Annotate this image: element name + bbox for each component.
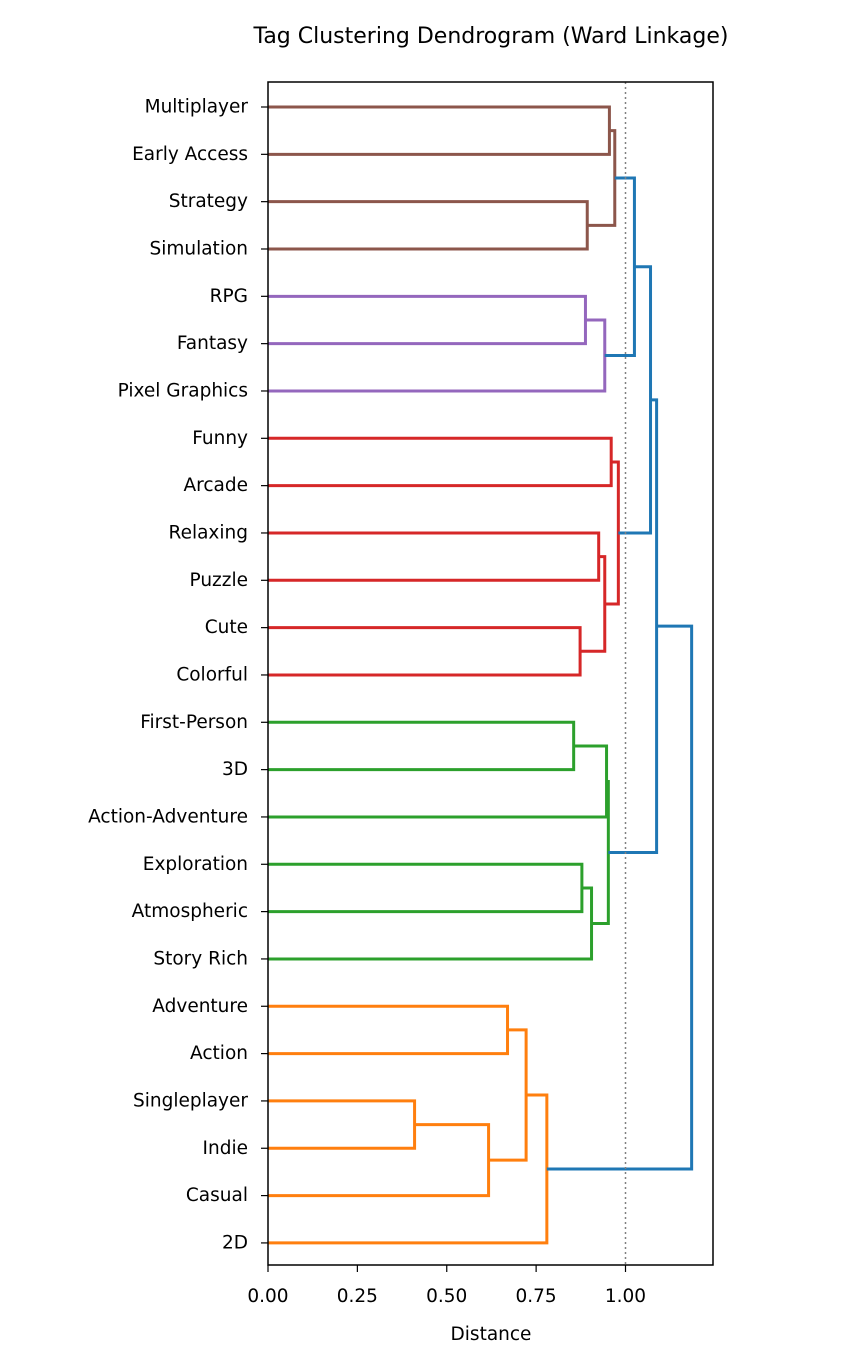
- dendrogram-link: [268, 318, 607, 393]
- dendrogram-link: [268, 1123, 491, 1198]
- leaf-label: Atmospheric: [132, 901, 248, 922]
- dendrogram-link: [268, 294, 587, 346]
- leaf-label: Early Access: [132, 144, 248, 165]
- dendrogram-link: [268, 531, 601, 582]
- dendrogram-link: [268, 1093, 549, 1245]
- x-tick-label: 0.00: [247, 1286, 288, 1307]
- dendrogram-link: [268, 200, 589, 251]
- leaf-labels: Multiplayer Early Access Strategy Simulatio…: [88, 97, 268, 1253]
- leaf-label: Adventure: [152, 996, 248, 1017]
- dendrogram-link: [546, 624, 694, 1171]
- leaf-label: Casual: [186, 1185, 248, 1206]
- plot-frame: [267, 81, 714, 1266]
- dendrogram-link: [580, 555, 607, 653]
- leaf-label: Relaxing: [169, 522, 248, 543]
- leaf-label: 2D: [222, 1232, 248, 1253]
- dendrogram-link: [604, 176, 636, 357]
- dendrogram-link: [268, 886, 594, 961]
- x-tick-label: 0.50: [426, 1286, 467, 1307]
- leaf-label: Action: [190, 1043, 248, 1064]
- dendrogram-link: [608, 398, 659, 854]
- leaf-label: Pixel Graphics: [118, 380, 248, 401]
- x-tick-label: 0.25: [337, 1286, 378, 1307]
- leaf-label: Colorful: [176, 664, 248, 685]
- dendrogram-link: [268, 720, 576, 772]
- leaf-label: Multiplayer: [145, 97, 249, 118]
- leaf-label: Singleplayer: [133, 1090, 248, 1111]
- dendrogram-link: [268, 436, 613, 488]
- x-tick-label: 1.00: [605, 1286, 646, 1307]
- x-tick-label: 0.75: [516, 1286, 557, 1307]
- dendrogram-link: [268, 1004, 510, 1056]
- dendrogram-link: [268, 1099, 417, 1150]
- leaf-label: 3D: [222, 759, 248, 780]
- dendrogram-link: [268, 744, 609, 819]
- leaf-label: Cute: [205, 617, 248, 638]
- leaf-label: Exploration: [143, 854, 248, 875]
- leaf-label: Action-Adventure: [88, 806, 248, 827]
- leaf-label: Strategy: [169, 191, 248, 212]
- dendrogram-links: [268, 105, 694, 1245]
- leaf-label: Simulation: [149, 238, 248, 259]
- chart-title: Tag Clustering Dendrogram (Ward Linkage): [253, 24, 729, 49]
- leaf-label: Arcade: [184, 475, 249, 496]
- leaf-label: RPG: [210, 286, 248, 307]
- leaf-label: Puzzle: [190, 570, 249, 591]
- dendrogram-link: [268, 105, 611, 156]
- leaf-label: First-Person: [140, 712, 248, 733]
- dendrogram-link: [268, 626, 582, 677]
- x-axis-label: Distance: [451, 1324, 532, 1345]
- leaf-label: Indie: [203, 1138, 248, 1159]
- leaf-label: Fantasy: [177, 333, 248, 354]
- x-axis-ticks: 0.00 0.25 0.50 0.75 1.00: [247, 1265, 646, 1307]
- leaf-label: Story Rich: [153, 948, 248, 969]
- dendrogram-link: [268, 862, 584, 914]
- leaf-label: Funny: [192, 428, 248, 449]
